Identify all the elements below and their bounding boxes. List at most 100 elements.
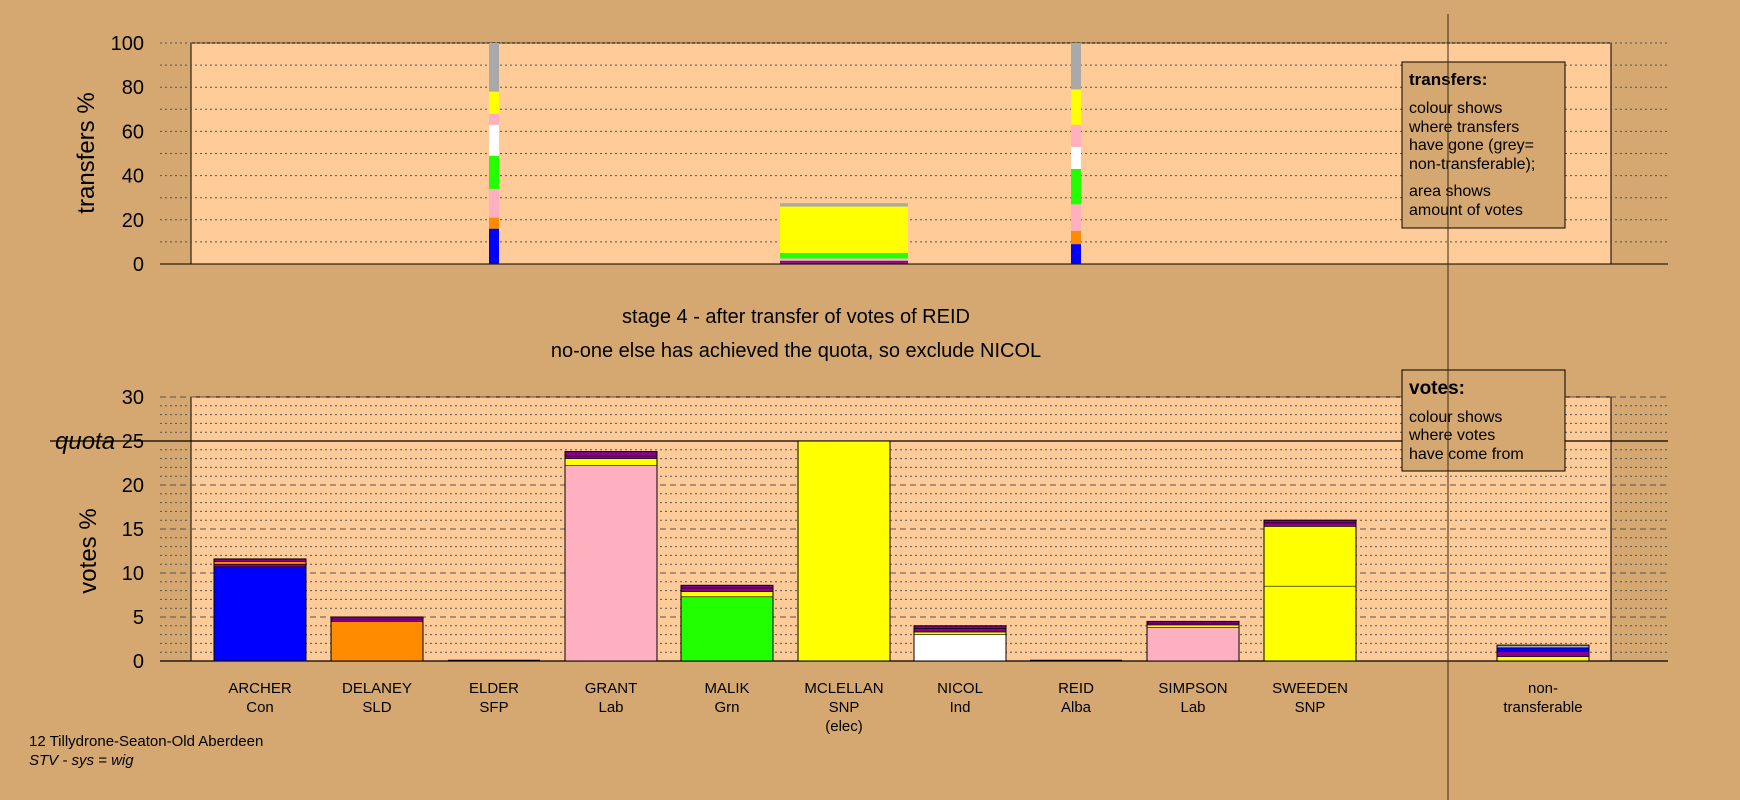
vote-segment-mclellan — [797, 440, 891, 662]
candidate-name-label: SIMPSON — [1158, 680, 1227, 697]
candidate-party-label: Alba — [1061, 699, 1092, 716]
candidate-name-label: ARCHER — [228, 680, 292, 697]
stage-title: stage 4 - after transfer of votes of REI… — [622, 306, 970, 328]
candidate-name-label: MALIK — [704, 680, 749, 697]
transfer-segment-mclellan-to-malik — [780, 252, 908, 259]
transfer-segment-elder-to-grant — [489, 188, 499, 218]
votes-tick-label: 15 — [122, 519, 144, 541]
transfer-segment-elder-to-delaney — [489, 217, 499, 229]
candidate-name-label: SWEEDEN — [1272, 680, 1348, 697]
transfers-legend-line: area shows — [1409, 183, 1491, 200]
candidate-name-label: ELDER — [469, 680, 519, 697]
candidate-name-label: DELANEY — [342, 680, 412, 697]
vote-segment-grant — [564, 455, 658, 459]
vote-segment-non — [1496, 647, 1590, 652]
transfer-segment-mclellan-to-nontransferable — [780, 203, 908, 207]
transfer-segment-reid-to-nontransferable — [1071, 43, 1081, 90]
transfers-tick-label: 60 — [122, 121, 144, 143]
transfer-segment-mclellan-to-sweeden — [780, 206, 908, 253]
transfers-tick-label: 40 — [122, 166, 144, 188]
candidate-party-label: Grn — [714, 699, 739, 716]
vote-segment-delaney — [330, 621, 424, 662]
candidate-name-label: REID — [1058, 680, 1094, 697]
vote-bar-malik — [680, 584, 774, 662]
transfer-segment-reid-to-delaney — [1071, 230, 1081, 245]
vote-bar-sweeden — [1263, 519, 1357, 662]
vote-bar-grant — [564, 451, 658, 662]
transfers-tick-label: 100 — [111, 33, 144, 55]
transfers-legend-line: where transfers — [1408, 119, 1519, 136]
votes-bars — [213, 440, 1590, 662]
vote-bar-archer — [213, 558, 307, 662]
candidate-name-label: non- — [1528, 680, 1558, 697]
transfer-segment-elder-to-archer — [489, 228, 499, 264]
vote-bar-mclellan — [797, 440, 891, 662]
votes-legend: votes: colour shows where votes have com… — [1401, 369, 1566, 472]
vote-segment-malik — [680, 587, 774, 592]
candidate-name-label: MCLELLAN — [804, 680, 883, 697]
transfers-legend-line: have gone (grey= — [1409, 137, 1534, 154]
footer-system: STV - sys = wig — [29, 752, 134, 769]
vote-segment-malik — [680, 596, 774, 662]
transfer-segment-elder-to-simpson — [489, 113, 499, 125]
vote-segment-sweeden — [1263, 526, 1357, 587]
transfer-segment-mclellan-to-elder — [780, 260, 908, 263]
transfers-tick-label: 0 — [133, 254, 144, 276]
transfers-legend: transfers: colour shows where transfers … — [1401, 61, 1566, 229]
vote-segment-nicol — [913, 631, 1007, 635]
votes-legend-title: votes: — [1409, 378, 1465, 399]
votes-x-labels: ARCHER Con DELANEY SLD ELDER SFP GRANT Lab MALIK… — [228, 680, 1582, 735]
vote-segment-grant — [564, 465, 658, 662]
votes-tick-label: 30 — [122, 387, 144, 409]
vote-segment-nicol — [913, 634, 1007, 662]
candidate-name-label: NICOL — [937, 680, 983, 697]
candidate-party-label: Ind — [950, 699, 971, 716]
votes-tick-label: 25 — [122, 431, 144, 453]
vote-segment-sweeden — [1263, 522, 1357, 527]
transfers-tick-label: 80 — [122, 77, 144, 99]
vote-segment-archer — [213, 563, 307, 568]
candidate-party-label: SFP — [479, 699, 508, 716]
votes-y-ticks: 0 5 10 15 20 25 30 — [122, 387, 144, 673]
vote-segment-delaney — [330, 618, 424, 622]
transfer-segment-elder-to-nicol — [489, 124, 499, 156]
transfers-y-axis-label: transfers % — [73, 92, 100, 213]
votes-y-axis-label: votes % — [75, 508, 102, 593]
votes-tick-label: 10 — [122, 563, 144, 585]
vote-segment-sweeden — [1263, 585, 1357, 662]
transfers-bars — [489, 43, 1081, 264]
transfer-segment-elder-to-malik — [489, 155, 499, 189]
transfers-legend-line: non-transferable); — [1409, 156, 1535, 173]
votes-tick-label: 20 — [122, 475, 144, 497]
vote-segment-archer — [213, 561, 307, 565]
vote-segment-grant — [564, 451, 658, 457]
stage-subtitle: no-one else has achieved the quota, so e… — [551, 340, 1041, 362]
quota-label: quota — [55, 428, 115, 455]
transfers-tick-label: 20 — [122, 210, 144, 232]
vote-bar-nicol — [913, 625, 1007, 662]
vote-segment-archer — [213, 566, 307, 662]
transfer-segment-reid-to-grant — [1071, 204, 1081, 231]
transfers-legend-line: amount of votes — [1409, 202, 1523, 219]
votes-legend-line: have come from — [1409, 446, 1524, 463]
vote-segment-nicol — [913, 628, 1007, 633]
votes-legend-line: where votes — [1408, 427, 1495, 444]
transfer-segment-mclellan-to-grant — [780, 258, 908, 261]
votes-tick-label: 0 — [133, 651, 144, 673]
transfer-segment-elder-to-sweeden — [489, 91, 499, 114]
votes-legend-line: colour shows — [1409, 409, 1502, 426]
vote-bar-simpson — [1146, 620, 1240, 662]
transfers-y-ticks: 0 20 40 60 80 100 — [111, 33, 144, 276]
vote-segment-non — [1496, 651, 1590, 657]
vote-segment-non — [1496, 656, 1590, 662]
vote-segment-grant — [564, 458, 658, 466]
candidate-party-label: Lab — [1180, 699, 1205, 716]
transfer-segment-elder-to-nontransferable — [489, 43, 499, 92]
candidate-party-label: SLD — [362, 699, 391, 716]
candidate-party-label: Lab — [598, 699, 623, 716]
transfer-segment-mclellan-to-archer — [780, 262, 908, 264]
transfer-segment-reid-to-nicol — [1071, 146, 1081, 169]
footer-ward: 12 Tillydrone-Seaton-Old Aberdeen — [29, 733, 263, 750]
transfers-legend-line: colour shows — [1409, 100, 1502, 117]
